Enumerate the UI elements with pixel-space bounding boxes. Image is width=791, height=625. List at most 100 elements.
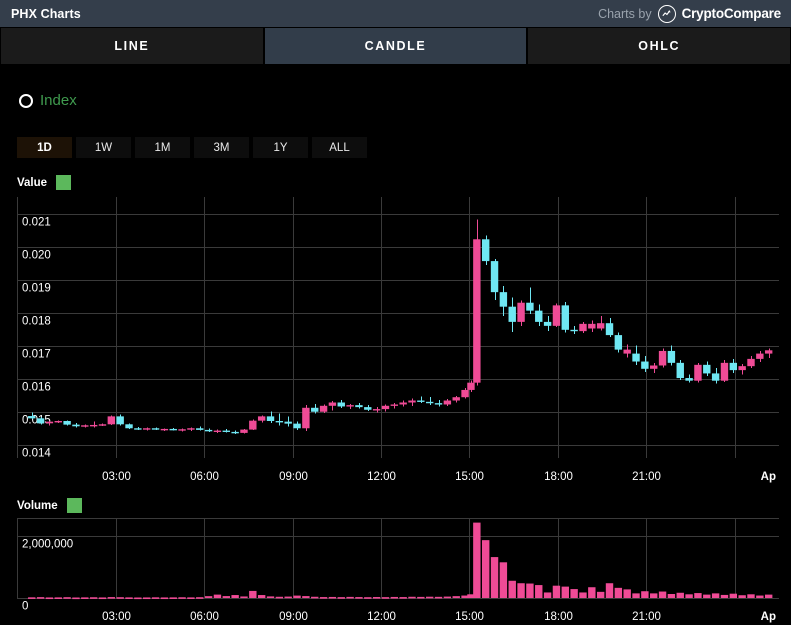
volume-bar [151,597,160,599]
volume-x-tick: 03:00 [102,611,131,623]
volume-x-tick: 18:00 [544,611,573,623]
candlestick [45,420,54,426]
volume-bar [614,587,623,598]
candlestick [81,424,89,428]
candlestick [650,362,658,373]
volume-bar [143,597,151,600]
volume-bar [134,597,142,600]
range-button-1m[interactable]: 1M [135,137,190,158]
volume-bar [535,585,543,598]
candlestick [443,399,452,406]
price-x-tick: 03:00 [102,471,131,483]
volume-bar [45,597,54,600]
candlestick [98,423,107,426]
volume-bar [284,596,292,599]
candlestick [151,427,160,431]
cryptocompare-brand: CryptoCompare [681,6,782,21]
candlestick [328,401,337,411]
volume-bar [346,596,354,599]
candlestick [89,421,98,428]
volume-bar [81,597,89,599]
volume-bar [390,596,399,599]
candlestick [667,345,676,366]
volume-bar [641,591,649,598]
tab-candle[interactable]: CANDLE [264,28,527,64]
volume-bar [729,593,738,598]
price-x-tick: 18:00 [544,471,573,483]
candlestick [408,398,416,406]
volume-bar [337,597,345,599]
legend-value-swatch [56,175,72,190]
range-button-1y[interactable]: 1Y [253,137,308,158]
volume-bar [694,593,702,598]
candlestick [543,315,552,332]
range-button-1d[interactable]: 1D [17,137,72,158]
candlestick [364,405,372,412]
candlestick [596,315,605,331]
candlestick [461,387,469,399]
candlestick [623,344,631,358]
candlestick [588,320,596,332]
candlestick [28,412,36,420]
volume-y-tick: 2,000,000 [22,539,73,551]
volume-x-tick: 12:00 [367,611,396,623]
volume-chart[interactable]: 2,000,000 0 03:00 06:00 09:00 12:00 15:00 18:00… [0,512,791,625]
volume-bar [89,597,98,599]
price-y-tick: 0.014 [22,448,51,460]
volume-bar [526,583,534,598]
price-y-tick: 0.021 [22,217,51,229]
volume-bar [481,540,490,598]
candlestick [36,417,45,425]
candlestick [499,286,508,316]
volume-bar [169,597,177,599]
volume-bar [381,597,390,599]
volume-bar [266,596,275,598]
volume-bar [425,596,434,599]
candlestick [178,428,186,432]
volume-bar [596,591,605,598]
volume-bar [107,597,116,599]
volume-bar [98,597,107,600]
candlestick [116,414,124,426]
price-x-tick: 06:00 [190,471,219,483]
volume-bar [240,596,248,599]
candlestick [641,356,649,373]
tab-ohlc[interactable]: OHLC [528,28,791,64]
volume-bar [196,597,204,599]
volume-bar [257,595,266,598]
candlestick [302,405,310,432]
volume-bar [508,580,516,598]
volume-bar [160,597,169,600]
candlestick [517,300,525,326]
range-button-1w[interactable]: 1W [76,137,131,158]
price-x-tick: Ap [761,471,776,483]
volume-bar [302,596,310,598]
price-chart[interactable]: 0.021 0.020 0.019 0.018 0.017 0.016 0.015 0.014… [0,190,791,485]
candlestick [355,403,363,409]
app-header: PHX Charts Charts by CryptoCompare [0,0,791,27]
volume-bar [222,596,230,598]
candlestick [337,399,345,408]
price-x-tick: 15:00 [455,471,484,483]
candlestick [756,350,764,363]
candlestick [570,325,578,334]
candlestick [125,423,133,429]
volume-bar [417,596,425,599]
legend-volume: Volume [17,498,82,513]
price-x-tick: 12:00 [367,471,396,483]
radio-circle-icon[interactable] [19,93,33,108]
candlestick [311,403,319,414]
volume-bar [561,586,569,598]
tab-line[interactable]: LINE [1,28,263,64]
volume-bar [408,596,416,599]
volume-x-tick: Ap [761,611,776,623]
candlestick [196,426,204,431]
price-y-tick: 0.016 [22,382,51,394]
volume-bar [588,587,596,598]
candlestick [381,404,390,412]
range-button-3m[interactable]: 3M [194,137,249,158]
index-selector[interactable]: Index [19,92,77,109]
legend-volume-label: Volume [17,499,58,512]
range-button-all[interactable]: ALL [312,137,367,158]
